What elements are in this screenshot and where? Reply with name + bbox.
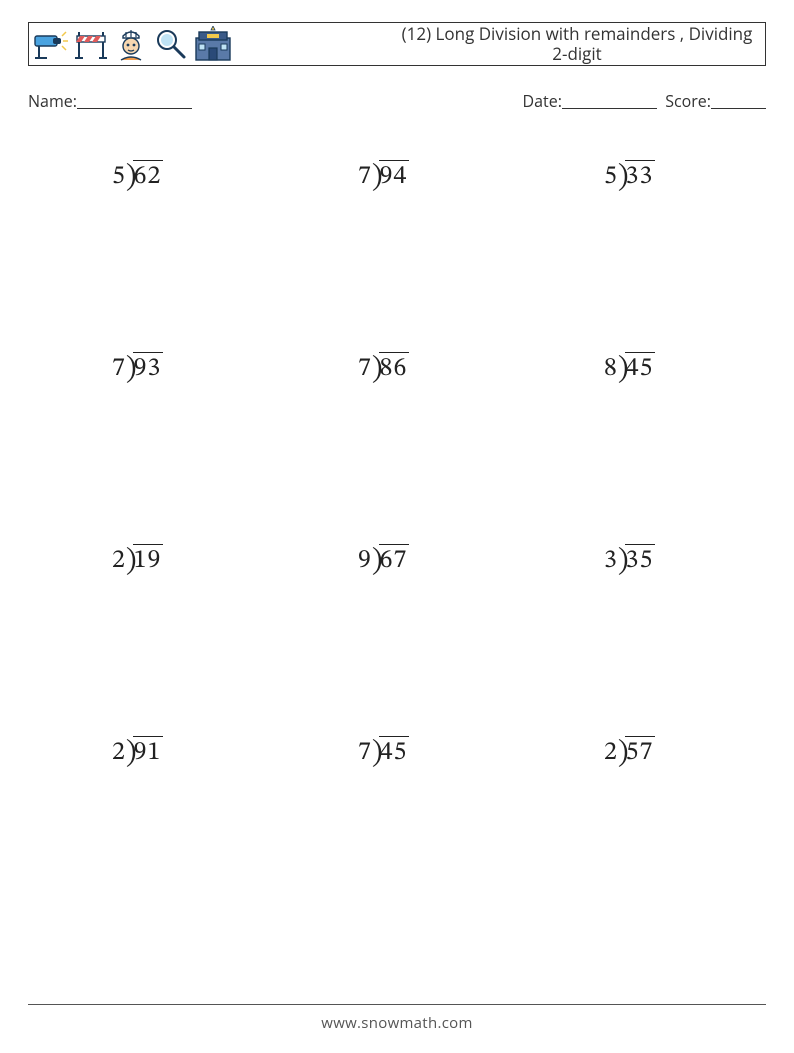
long-division: 2)91 bbox=[112, 736, 163, 770]
worksheet-title: (12) Long Division with remainders , Div… bbox=[397, 24, 757, 63]
date-label: Date: bbox=[523, 90, 562, 112]
footer: www.snowmath.com bbox=[0, 1004, 794, 1033]
dividend: 86 bbox=[379, 352, 410, 386]
divisor: 7 bbox=[112, 353, 126, 386]
dividend: 94 bbox=[379, 160, 410, 194]
footer-url: www.snowmath.com bbox=[321, 1013, 472, 1033]
footer-divider bbox=[28, 1004, 766, 1005]
name-blank[interactable] bbox=[77, 90, 192, 109]
division-bracket: ) bbox=[372, 161, 383, 194]
worksheet-page: (12) Long Division with remainders , Div… bbox=[0, 0, 794, 1053]
dividend: 57 bbox=[625, 736, 656, 770]
long-division: 2)57 bbox=[604, 736, 655, 770]
header-box: (12) Long Division with remainders , Div… bbox=[28, 22, 766, 66]
divisor: 3 bbox=[604, 545, 618, 578]
barrier-icon bbox=[73, 26, 109, 62]
division-bracket: ) bbox=[372, 545, 383, 578]
division-bracket: ) bbox=[372, 737, 383, 770]
problem-10: 2)91 bbox=[28, 736, 274, 770]
score-label: Score: bbox=[665, 90, 711, 112]
problem-1: 5)62 bbox=[28, 160, 274, 194]
long-division: 8)45 bbox=[604, 352, 655, 386]
header-icons bbox=[33, 26, 233, 62]
long-division: 7)93 bbox=[112, 352, 163, 386]
problem-6: 8)45 bbox=[520, 352, 766, 386]
problem-12: 2)57 bbox=[520, 736, 766, 770]
division-bracket: ) bbox=[618, 737, 629, 770]
problem-3: 5)33 bbox=[520, 160, 766, 194]
date-blank[interactable] bbox=[562, 90, 657, 109]
long-division: 7)86 bbox=[358, 352, 409, 386]
cctv-camera-icon bbox=[33, 26, 69, 62]
dividend: 35 bbox=[625, 544, 656, 578]
long-division: 9)67 bbox=[358, 544, 409, 578]
problem-11: 7)45 bbox=[274, 736, 520, 770]
dividend: 93 bbox=[133, 352, 164, 386]
problem-9: 3)35 bbox=[520, 544, 766, 578]
long-division: 2)19 bbox=[112, 544, 163, 578]
magnifier-icon bbox=[153, 26, 189, 62]
divisor: 7 bbox=[358, 161, 372, 194]
long-division: 7)45 bbox=[358, 736, 409, 770]
problem-7: 2)19 bbox=[28, 544, 274, 578]
dividend: 62 bbox=[133, 160, 164, 194]
division-bracket: ) bbox=[126, 353, 137, 386]
long-division: 3)35 bbox=[604, 544, 655, 578]
divisor: 5 bbox=[112, 161, 126, 194]
division-bracket: ) bbox=[126, 737, 137, 770]
division-bracket: ) bbox=[126, 161, 137, 194]
dividend: 33 bbox=[625, 160, 656, 194]
divisor: 2 bbox=[112, 545, 126, 578]
divisor: 7 bbox=[358, 353, 372, 386]
long-division: 5)33 bbox=[604, 160, 655, 194]
problem-5: 7)86 bbox=[274, 352, 520, 386]
division-bracket: ) bbox=[126, 545, 137, 578]
problem-8: 9)67 bbox=[274, 544, 520, 578]
long-division: 7)94 bbox=[358, 160, 409, 194]
score-blank[interactable] bbox=[711, 90, 766, 109]
dividend: 45 bbox=[379, 736, 410, 770]
info-row: Name: Date: Score: bbox=[28, 90, 766, 112]
divisor: 8 bbox=[604, 353, 618, 386]
long-division: 5)62 bbox=[112, 160, 163, 194]
division-bracket: ) bbox=[618, 161, 629, 194]
division-bracket: ) bbox=[618, 545, 629, 578]
problem-4: 7)93 bbox=[28, 352, 274, 386]
division-bracket: ) bbox=[372, 353, 383, 386]
divisor: 7 bbox=[358, 737, 372, 770]
title-line-2: 2-digit bbox=[552, 42, 601, 65]
divisor: 9 bbox=[358, 545, 372, 578]
divisor: 2 bbox=[112, 737, 126, 770]
dividend: 45 bbox=[625, 352, 656, 386]
divisor: 2 bbox=[604, 737, 618, 770]
dividend: 19 bbox=[133, 544, 164, 578]
division-bracket: ) bbox=[618, 353, 629, 386]
name-label: Name: bbox=[28, 90, 77, 112]
dividend: 67 bbox=[379, 544, 410, 578]
police-station-icon bbox=[193, 26, 233, 62]
dividend: 91 bbox=[133, 736, 164, 770]
prisoner-icon bbox=[113, 26, 149, 62]
divisor: 5 bbox=[604, 161, 618, 194]
problems-grid: 5)627)945)337)937)868)452)199)673)352)91… bbox=[28, 160, 766, 770]
problem-2: 7)94 bbox=[274, 160, 520, 194]
